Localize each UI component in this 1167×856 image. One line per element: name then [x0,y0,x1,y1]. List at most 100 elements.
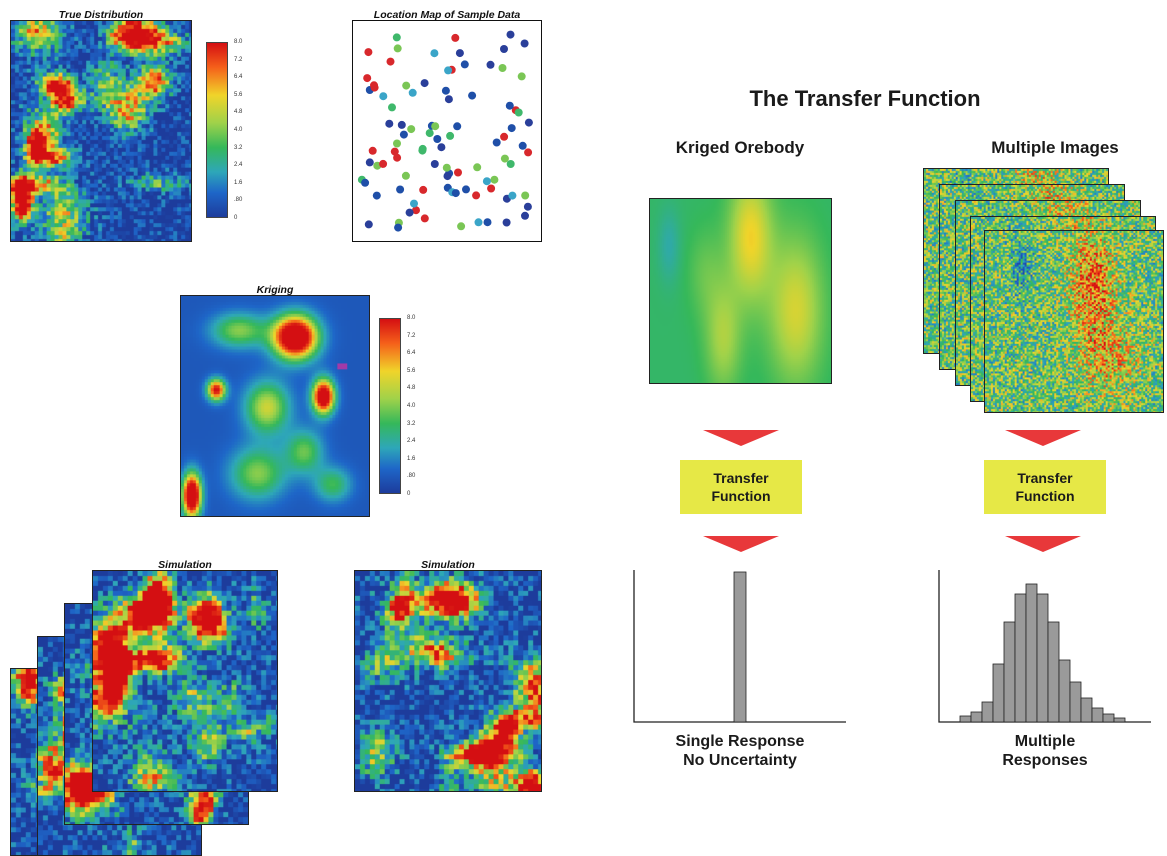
sample-point [520,39,529,48]
multiple-image-layer-1 [984,230,1164,413]
sample-point [372,191,381,200]
sample-point [425,129,434,138]
colorbar-tick-label: .80 [234,197,243,204]
sample-point [521,191,530,200]
sample-point [451,33,460,42]
colorbar-tick-label: 3.2 [234,144,243,151]
sample-point [397,120,406,129]
colorbar-tick-label: 1.6 [234,179,243,186]
sample-point [521,211,529,220]
colorbar-tick-label: 7.2 [234,56,243,63]
kriged-transfer-line1: Transfer [713,470,769,486]
sample-points-plot [357,30,533,232]
colorbar-tick-label: 2.4 [234,162,243,169]
location-map-title: Location Map of Sample Data [373,9,521,21]
sample-point [363,74,372,83]
sample-point [486,60,495,69]
sample-point [462,185,470,194]
kriged-transfer-function-box: Transfer Function [680,460,802,514]
colorbar-tick-label: 0 [407,491,411,497]
colorbar-tick-label: 6.4 [234,74,243,81]
sample-point [419,185,428,194]
sample-point [490,175,499,184]
sample-point [393,153,402,162]
simulation-single-map [354,570,542,792]
simulation-single-title: Simulation [421,559,475,571]
colorbar-tick-label: 4.0 [234,127,243,133]
simulation-stack-title: Simulation [158,559,212,571]
sample-point [472,191,481,200]
multiple-arrow-down-1 [1005,430,1081,446]
colorbar-tick-label: 4.8 [234,109,243,116]
sample-point [394,223,403,232]
sample-point [487,184,496,193]
sample-point [418,146,427,155]
location-map-panel [352,20,542,242]
sample-point [498,64,507,72]
single-response-caption-line1: Single Response [675,733,805,750]
sample-point [401,171,410,180]
sample-point [392,33,401,42]
histogram-bar [1080,697,1093,723]
multiple-transfer-line2: Function [1015,488,1075,504]
kriging-title: Kriging [256,284,294,296]
multiple-transfer-function-box: Transfer Function [984,460,1106,514]
sample-point [492,138,501,147]
sample-point [386,57,395,66]
sample-point [393,44,402,53]
kriged-arrow-down-1 [703,430,779,446]
multiple-images-heading: Multiple Images [991,138,1119,157]
sample-point [433,135,442,143]
histogram-bar [1036,593,1049,723]
sample-point [393,139,401,148]
histogram-bar [1047,621,1060,723]
sample-point [474,218,483,227]
sample-point [483,218,492,227]
histogram-bar [1014,593,1027,723]
sample-point [399,130,408,139]
true-distribution-map [10,20,192,242]
kriged-transfer-line2: Function [711,488,771,504]
sample-point [430,160,439,168]
sample-point [453,122,462,131]
sample-point [502,218,511,227]
multiple-arrow-down-2 [1005,536,1081,552]
sample-point [455,49,464,58]
sample-point [405,208,414,217]
histogram-bar [733,571,747,723]
sample-point [446,131,455,140]
sample-point [441,86,450,95]
single-response-histogram [633,570,846,723]
sample-point [431,122,440,131]
sample-point [500,154,509,163]
histogram-axes [633,570,846,723]
kriged-orebody-image [649,198,832,384]
sample-point [412,206,420,215]
colorbar-tick-label: 2.4 [407,438,416,445]
sample-point [430,49,439,58]
sample-point [500,132,509,141]
sample-point [390,147,399,156]
kriging-map [180,295,370,517]
single-response-caption: Single Response No Uncertainty [630,732,850,770]
sample-point [524,118,533,127]
sample-point [361,178,370,187]
sample-point [508,191,517,200]
kriged-arrow-down-2 [703,536,779,552]
sample-point [364,48,373,57]
histogram-bar [1113,717,1126,723]
histogram-bar [1003,621,1016,723]
sample-point [444,95,453,104]
true-distribution-title: True Distribution [58,9,144,21]
sample-point [517,72,526,81]
colorbar-tick-label: 4.0 [407,403,416,409]
sample-point [506,160,515,168]
true-distribution-colorbar [206,42,228,218]
sample-point [505,101,514,110]
histogram-bar [1058,659,1071,723]
sample-point [364,220,373,229]
sample-point [500,45,508,53]
sample-point [460,60,469,69]
sample-point [437,143,446,152]
